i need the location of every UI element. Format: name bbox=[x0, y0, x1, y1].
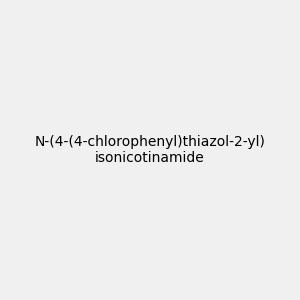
Text: N-(4-(4-chlorophenyl)thiazol-2-yl)
isonicotinamide: N-(4-(4-chlorophenyl)thiazol-2-yl) isoni… bbox=[34, 135, 266, 165]
